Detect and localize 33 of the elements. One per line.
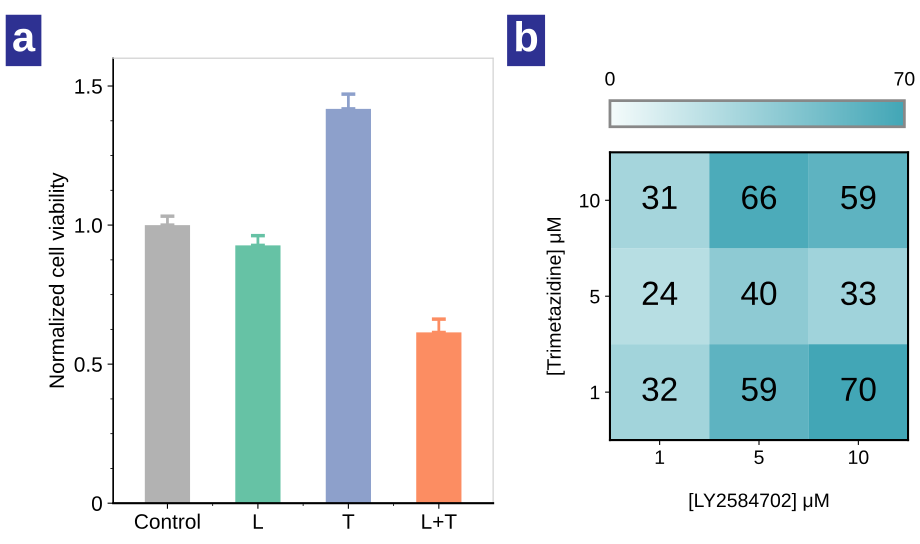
y-axis-title: [Trimetazidine] μM	[546, 218, 565, 375]
x-tick-label: Control	[134, 514, 200, 529]
y-tick-label: 10	[580, 194, 600, 208]
data-label: 31	[642, 186, 677, 210]
chart-title: b	[516, 21, 538, 52]
data-label: 59	[742, 377, 776, 402]
x-tick-label: 1	[656, 450, 664, 464]
color-bar-label: 0	[605, 72, 615, 86]
y-tick-label: 1.5	[75, 79, 102, 94]
bar	[326, 108, 371, 504]
bar	[416, 332, 462, 504]
data-label: 70	[842, 377, 876, 402]
data-label: 32	[642, 377, 677, 402]
x-tick-label: 10	[849, 450, 868, 464]
data-label: 24	[642, 282, 678, 305]
y-tick-label: 0.5	[74, 357, 102, 372]
data-label: 40	[741, 282, 776, 306]
chart-title: a	[13, 28, 36, 52]
data-label: 59	[841, 186, 876, 210]
bar	[235, 245, 281, 504]
x-tick-label: L	[254, 514, 264, 529]
x-axis-title: [LY2584702] μM	[690, 492, 828, 512]
y-axis-title: Normalized cell viability	[48, 172, 68, 388]
x-tick-label: T	[342, 514, 354, 529]
x-tick-label: L+T	[422, 514, 457, 529]
y-tick-label: 1	[590, 386, 600, 400]
y-tick-label: 0	[92, 496, 102, 511]
y-tick-label: 5	[590, 290, 600, 304]
data-label: 66	[742, 186, 776, 210]
y-tick-label: 1.0	[75, 218, 102, 233]
x-tick-label: 5	[754, 450, 764, 464]
color-bar-label: 70	[894, 72, 914, 86]
data-label: 33	[841, 282, 876, 306]
